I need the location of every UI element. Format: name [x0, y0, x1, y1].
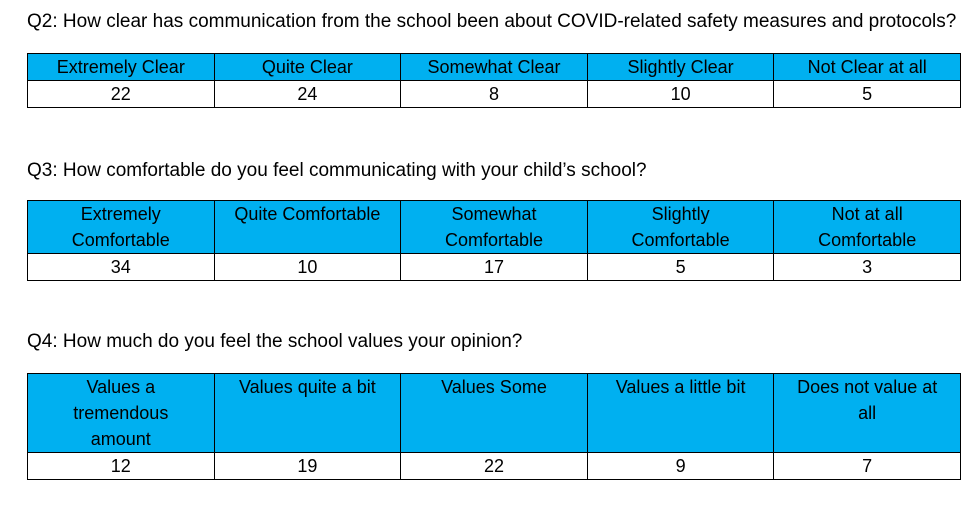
value-cell: 5	[586, 253, 775, 281]
header-cell: Quite Comfortable	[213, 200, 402, 254]
table-value-row: 12 19 22 9 7	[27, 452, 961, 480]
survey-table-q2: Extremely Clear Quite Clear Somewhat Cle…	[27, 53, 961, 108]
header-cell: Extremely Comfortable	[27, 200, 215, 254]
header-cell: Not at all Comfortable	[773, 200, 961, 254]
header-cell: Quite Clear	[213, 53, 402, 81]
header-cell: Slightly Comfortable	[586, 200, 775, 254]
value-cell: 7	[773, 452, 961, 480]
survey-table-q3: Extremely Comfortable Quite Comfortable …	[27, 200, 961, 281]
header-cell: Somewhat Clear	[400, 53, 588, 81]
value-cell: 3	[773, 253, 961, 281]
header-cell: Values Some	[400, 373, 588, 453]
value-cell: 22	[400, 452, 588, 480]
header-cell: Extremely Clear	[27, 53, 215, 81]
table-header-row: Extremely Clear Quite Clear Somewhat Cle…	[27, 53, 961, 81]
survey-table-q4: Values a tremendous amount Values quite …	[27, 373, 961, 480]
value-cell: 5	[773, 80, 961, 108]
header-cell: Not Clear at all	[773, 53, 961, 81]
question-q3: Q3: How comfortable do you feel communic…	[27, 160, 647, 181]
value-cell: 19	[213, 452, 402, 480]
table-header-row: Values a tremendous amount Values quite …	[27, 373, 961, 453]
table-value-row: 34 10 17 5 3	[27, 253, 961, 281]
value-cell: 34	[27, 253, 215, 281]
table-header-row: Extremely Comfortable Quite Comfortable …	[27, 200, 961, 254]
value-cell: 8	[400, 80, 588, 108]
value-cell: 24	[213, 80, 402, 108]
header-cell: Values quite a bit	[213, 373, 402, 453]
question-q2: Q2: How clear has communication from the…	[27, 11, 957, 32]
header-cell: Does not value at all	[773, 373, 961, 453]
header-cell: Values a little bit	[586, 373, 775, 453]
value-cell: 22	[27, 80, 215, 108]
value-cell: 12	[27, 452, 215, 480]
value-cell: 10	[213, 253, 402, 281]
value-cell: 9	[586, 452, 775, 480]
value-cell: 17	[400, 253, 588, 281]
question-q4: Q4: How much do you feel the school valu…	[27, 331, 523, 352]
value-cell: 10	[586, 80, 775, 108]
table-value-row: 22 24 8 10 5	[27, 80, 961, 108]
header-cell: Values a tremendous amount	[27, 373, 215, 453]
header-cell: Slightly Clear	[586, 53, 775, 81]
header-cell: Somewhat Comfortable	[400, 200, 588, 254]
